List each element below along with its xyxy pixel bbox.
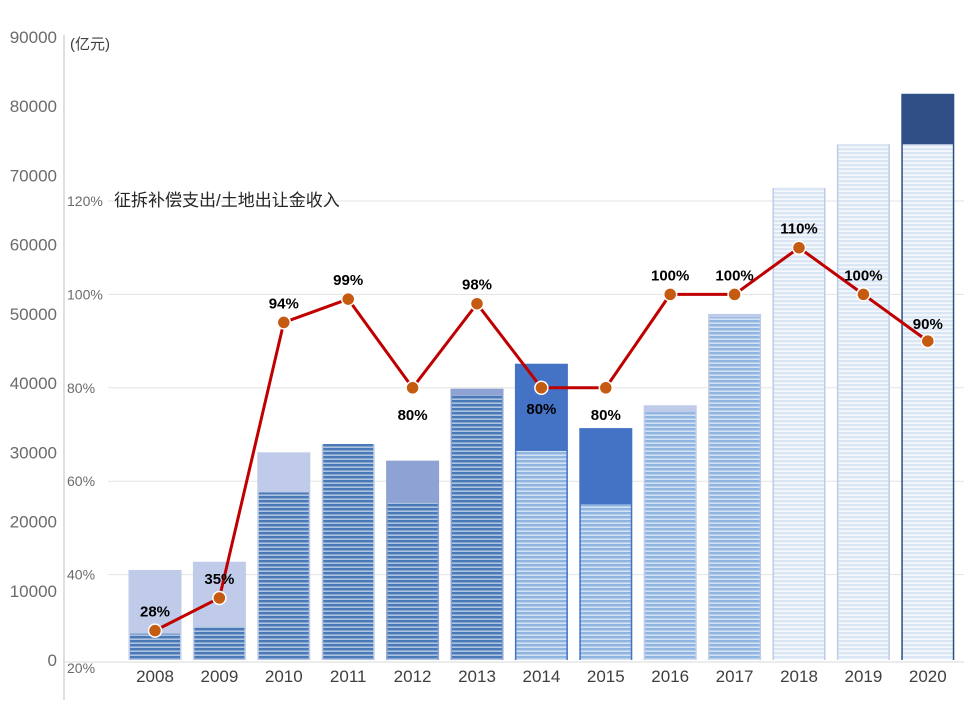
x-axis-ticks: 2008 2009 2010 2011 2012 2013 2014 2015 2016 2017… (136, 667, 947, 686)
left-tick-label: 10000 (10, 582, 57, 601)
ratio-label-2017: 100% (715, 267, 753, 284)
ratio-tick-label: 40% (67, 567, 95, 583)
bar-lower-2016 (645, 412, 696, 660)
unit-label: (亿元) (70, 36, 110, 53)
x-tick-label: 2013 (458, 667, 496, 686)
x-tick-label: 2018 (780, 667, 818, 686)
bar-lower-2013 (452, 395, 502, 660)
ratio-markers (147, 240, 936, 638)
left-tick-label: 90000 (10, 28, 57, 47)
left-tick-label: 0 (48, 651, 57, 670)
bar-lower-2010 (258, 492, 309, 660)
ratio-marker-2020 (920, 333, 936, 349)
ratio-label-2009: 35% (204, 571, 234, 588)
ratio-axis-ticks: 20% 40% 60% 80% 100% 120% (67, 193, 103, 676)
ratio-series-label: 征拆补偿支出/土地出让金收入 (114, 191, 340, 210)
ratio-marker-2014 (534, 380, 549, 396)
left-tick-label: 20000 (10, 513, 57, 532)
x-tick-label: 2015 (587, 667, 625, 686)
ratio-marker-2012 (405, 380, 420, 396)
ratio-label-2014: 80% (526, 401, 556, 418)
bar-lower-2018 (774, 187, 824, 660)
x-tick-label: 2020 (909, 667, 947, 686)
left-tick-label: 80000 (10, 97, 57, 116)
ratio-label-2020: 90% (913, 316, 943, 333)
ratio-tick-label: 80% (67, 380, 95, 396)
x-tick-label: 2014 (522, 667, 560, 686)
x-tick-label: 2009 (200, 667, 238, 686)
ratio-marker-2011 (340, 291, 356, 307)
bars (128, 93, 955, 661)
left-tick-label: 70000 (10, 166, 57, 185)
ratio-label-2018: 110% (780, 221, 818, 238)
bar-lower-2019 (838, 144, 889, 661)
left-axis-ticks: 0 10000 20000 30000 40000 50000 60000 70000 8000… (10, 28, 57, 670)
ratio-marker-2016 (662, 287, 678, 302)
ratio-marker-2013 (469, 296, 485, 311)
ratio-marker-2009 (212, 590, 227, 606)
left-tick-label: 50000 (10, 305, 57, 324)
ratio-tick-label: 100% (67, 286, 103, 302)
bar-lower-2020 (902, 144, 953, 661)
bar-lower-2008 (130, 633, 180, 660)
ratio-tick-label: 60% (67, 473, 95, 489)
ratio-marker-2008 (147, 623, 163, 638)
bar-lower-2011 (323, 444, 374, 660)
x-tick-label: 2011 (330, 667, 367, 686)
x-tick-label: 2016 (651, 667, 689, 686)
bar-lower-2009 (194, 626, 245, 660)
ratio-label-2013: 98% (462, 277, 492, 294)
ratio-marker-2018 (791, 240, 807, 255)
ratio-label-2016: 100% (651, 267, 689, 284)
ratio-marker-2019 (856, 287, 871, 302)
left-tick-label: 30000 (10, 443, 57, 462)
ratio-tick-label: 120% (67, 193, 103, 209)
bar-lower-2012 (387, 502, 438, 660)
x-tick-label: 2010 (265, 667, 303, 686)
ratio-label-2019: 100% (844, 267, 882, 284)
x-tick-label: 2008 (136, 667, 174, 686)
x-tick-label: 2019 (844, 667, 882, 686)
ratio-label-2011: 99% (333, 272, 363, 289)
bar-lower-2015 (580, 504, 631, 660)
left-tick-label: 40000 (10, 374, 57, 393)
x-tick-label: 2017 (716, 667, 754, 686)
ratio-marker-2010 (276, 315, 292, 330)
ratio-label-2010: 94% (269, 295, 299, 312)
ratio-marker-2015 (598, 380, 614, 396)
ratio-marker-2017 (727, 287, 742, 302)
ratio-data-labels: 28% 35% 94% 99% 80% 98% 80% 80% 100% 100% 110% 100%… (140, 221, 943, 621)
bar-lower-2017 (709, 317, 760, 660)
ratio-label-2012: 80% (398, 407, 428, 424)
left-tick-label: 60000 (10, 236, 57, 255)
ratio-label-2015: 80% (591, 407, 621, 424)
ratio-tick-label: 20% (67, 660, 95, 676)
bar-lower-2014 (516, 450, 567, 660)
x-tick-label: 2012 (394, 667, 432, 686)
ratio-label-2008: 28% (140, 604, 170, 621)
